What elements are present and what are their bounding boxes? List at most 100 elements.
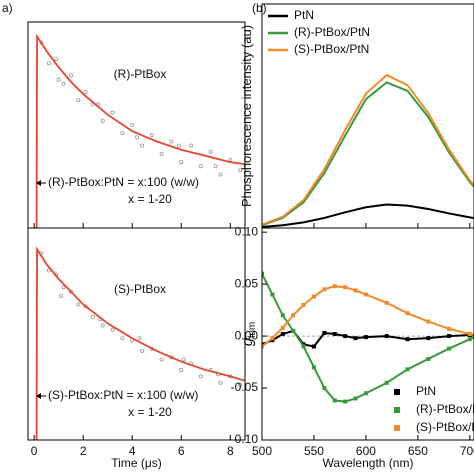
panel-label: (b): [252, 1, 267, 15]
data-point: [363, 391, 368, 396]
plot-area: [262, 73, 474, 228]
data-point: [291, 313, 296, 318]
data-point: [238, 382, 243, 387]
data-point: [426, 336, 431, 341]
y-axis-label-main: Phosphorescence intensity (au): [239, 25, 254, 207]
y-axis-label: Phosphorescence intensity (au): [239, 25, 254, 207]
plot-frame: [261, 227, 474, 441]
fit-line: [35, 246, 245, 440]
data-point: [301, 302, 306, 307]
data-point: [353, 396, 358, 401]
legend-label: (R)-PtBox/PtN: [294, 25, 370, 39]
legend-label: (R)-PtBox/PtN: [416, 402, 474, 416]
data-point: [110, 327, 115, 332]
legend-label: PtN: [294, 8, 314, 22]
data-point: [100, 323, 105, 328]
data-point: [213, 164, 218, 169]
data-point: [83, 90, 88, 95]
annotation: (R)-PtBox: [114, 67, 167, 81]
data-point: [405, 367, 410, 372]
legend-swatch: [394, 389, 400, 395]
x-tick-label: 8: [227, 444, 234, 458]
data-point: [343, 285, 348, 290]
legend-label: PtN: [416, 384, 436, 398]
data-point: [198, 164, 203, 169]
data-point: [311, 365, 316, 370]
legend-label: (S)-PtBox/PtN: [416, 420, 474, 434]
data-point: [218, 172, 223, 177]
x-tick-label: 700: [460, 444, 474, 458]
data-point: [384, 300, 389, 305]
annotation: x = 1-20: [128, 405, 172, 419]
data-point: [270, 292, 275, 297]
data-point: [384, 334, 389, 339]
data-point: [46, 61, 51, 66]
data-point: [280, 313, 285, 318]
data-point: [135, 135, 140, 140]
data-point: [169, 139, 174, 144]
data-point: [149, 133, 154, 138]
arrow-head: [36, 393, 41, 399]
plot-area: [35, 33, 245, 228]
plot-frame: [27, 227, 246, 441]
x-tick-label: 2: [80, 444, 87, 458]
data-point: [405, 337, 410, 342]
x-axis-label: Wavelength (nm): [323, 456, 414, 470]
data-point: [332, 332, 337, 336]
data-point: [426, 319, 431, 324]
series-line: [262, 73, 474, 226]
data-point: [68, 289, 73, 294]
x-tick-label: 600: [356, 444, 376, 458]
data-point: [311, 344, 316, 349]
data-point: [179, 368, 184, 373]
y-tick-label: -0.10: [231, 432, 259, 446]
data-point: [405, 311, 410, 316]
y-axis-label-sub: lum: [247, 322, 258, 338]
y-tick-label: 0.05: [235, 276, 259, 290]
data-point: [76, 302, 81, 307]
annotation: (S)-PtBox: [114, 282, 166, 296]
data-point: [322, 386, 327, 391]
data-point: [384, 380, 389, 385]
data-point: [447, 346, 452, 351]
data-point: [280, 332, 285, 336]
data-point: [353, 288, 358, 293]
data-point: [311, 294, 316, 299]
annotation: (R)-PtBox:PtN = x:100 (w/w): [48, 175, 199, 189]
data-point: [140, 348, 145, 353]
plot-area: [262, 271, 474, 404]
data-point: [332, 398, 337, 403]
data-point: [343, 399, 348, 404]
x-tick-label: 6: [178, 444, 185, 458]
fit-line: [35, 33, 245, 228]
data-point: [110, 110, 115, 115]
legend-swatch: [394, 425, 400, 431]
data-point: [270, 338, 275, 343]
data-point: [179, 160, 184, 165]
data-point: [137, 336, 142, 341]
y-axis-label-main: g: [239, 337, 256, 346]
data-point: [159, 151, 164, 156]
data-point: [270, 336, 275, 341]
annotation: x = 1-20: [128, 192, 172, 206]
data-point: [238, 168, 243, 173]
data-point: [332, 284, 337, 289]
x-tick-label: 4: [129, 444, 136, 458]
data-point: [130, 123, 135, 128]
data-point: [426, 356, 431, 361]
data-point: [189, 143, 194, 148]
panel-label: a): [2, 1, 13, 15]
data-point: [322, 287, 327, 292]
arrow-head: [36, 180, 41, 186]
data-point: [120, 131, 125, 136]
data-point: [46, 268, 51, 273]
legend-label: (S)-PtBox/PtN: [294, 42, 369, 56]
data-point: [218, 380, 223, 385]
x-tick-label: 550: [304, 444, 324, 458]
data-point: [159, 357, 164, 362]
data-point: [353, 336, 358, 341]
legend-swatch: [394, 407, 400, 413]
data-point: [56, 77, 61, 82]
y-tick-label: 0.00: [235, 328, 259, 342]
